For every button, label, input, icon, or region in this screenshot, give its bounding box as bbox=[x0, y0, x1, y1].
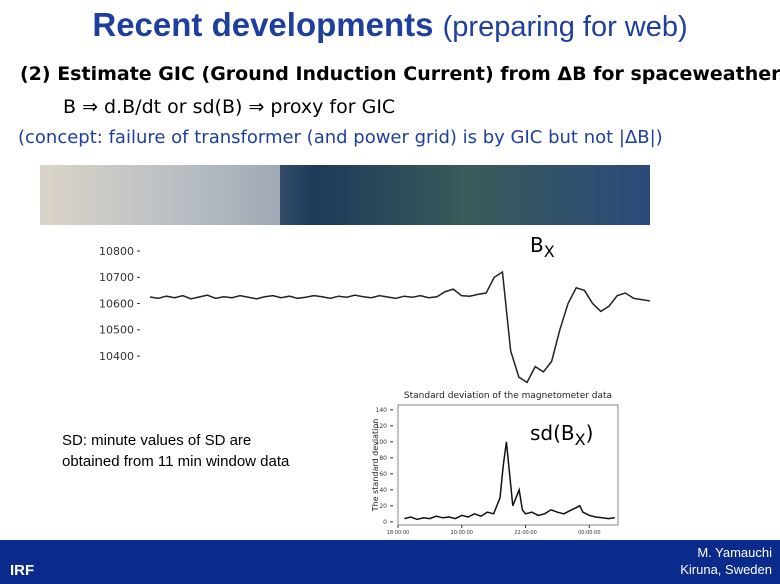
y-tick-label: 60 bbox=[379, 471, 387, 478]
slide-title: Recent developments (preparing for web) bbox=[0, 6, 780, 44]
x-tick-label: 22:00:00 bbox=[514, 530, 536, 536]
y-tick-label: 80 bbox=[379, 455, 387, 462]
label-part: X bbox=[575, 430, 586, 449]
inset-bg bbox=[365, 388, 625, 528]
note-line: SD: minute values of SD are bbox=[62, 432, 252, 449]
x-tick-label: 00:00:00 bbox=[578, 530, 600, 536]
note: SD: minute values of SD are obtained from… bbox=[62, 430, 289, 472]
x-tick-label: 18:00:00 bbox=[387, 530, 409, 536]
y-tick-label: 10700 bbox=[99, 271, 134, 284]
y-tick-label: 10500 bbox=[99, 324, 134, 337]
label-part: ) bbox=[586, 421, 594, 445]
plot-frame bbox=[397, 404, 619, 526]
y-axis-label: The standard deviation bbox=[371, 419, 380, 513]
label-part: sd(B bbox=[530, 421, 575, 445]
label-part: B bbox=[530, 233, 544, 257]
title-bold: Recent developments bbox=[92, 6, 434, 43]
text-line: B ⇒ d.B/dt or sd(B) ⇒ proxy for GIC bbox=[63, 96, 396, 118]
x-tick-label: 20:00:00 bbox=[451, 530, 473, 536]
chart-title: Standard deviation of the magnetometer d… bbox=[404, 391, 612, 401]
place: Kiruna, Sweden bbox=[680, 562, 772, 577]
label-part: X bbox=[544, 242, 555, 261]
text-line: (2) Estimate GIC (Ground Induction Curre… bbox=[20, 63, 780, 85]
y-tick-label: 20 bbox=[379, 503, 387, 510]
title-rest: (preparing for web) bbox=[442, 11, 688, 43]
y-tick-label: 140 bbox=[376, 407, 388, 414]
y-tick-label: 120 bbox=[376, 423, 388, 430]
series-label: sd(BX) bbox=[530, 421, 593, 449]
y-tick-label: 100 bbox=[376, 439, 388, 446]
credit: M. Yamauchi Kiruna, Sweden bbox=[680, 544, 772, 578]
y-tick-label: 10800 bbox=[99, 245, 134, 258]
footer-bar bbox=[0, 540, 780, 584]
y-tick-label: 10400 bbox=[99, 350, 134, 363]
logo: IRF bbox=[10, 562, 35, 579]
data-line bbox=[404, 441, 615, 521]
series-label: BX bbox=[530, 233, 555, 261]
y-tick-label: 40 bbox=[379, 487, 387, 494]
banner-fade bbox=[40, 165, 280, 225]
y-tick-label: 10600 bbox=[99, 297, 134, 310]
text-line: (concept: failure of transformer (and po… bbox=[18, 127, 663, 148]
data-line bbox=[149, 270, 651, 384]
note-line: obtained from 11 min window data bbox=[62, 453, 290, 470]
author: M. Yamauchi bbox=[697, 545, 772, 560]
y-tick-label: 0 bbox=[383, 519, 387, 526]
